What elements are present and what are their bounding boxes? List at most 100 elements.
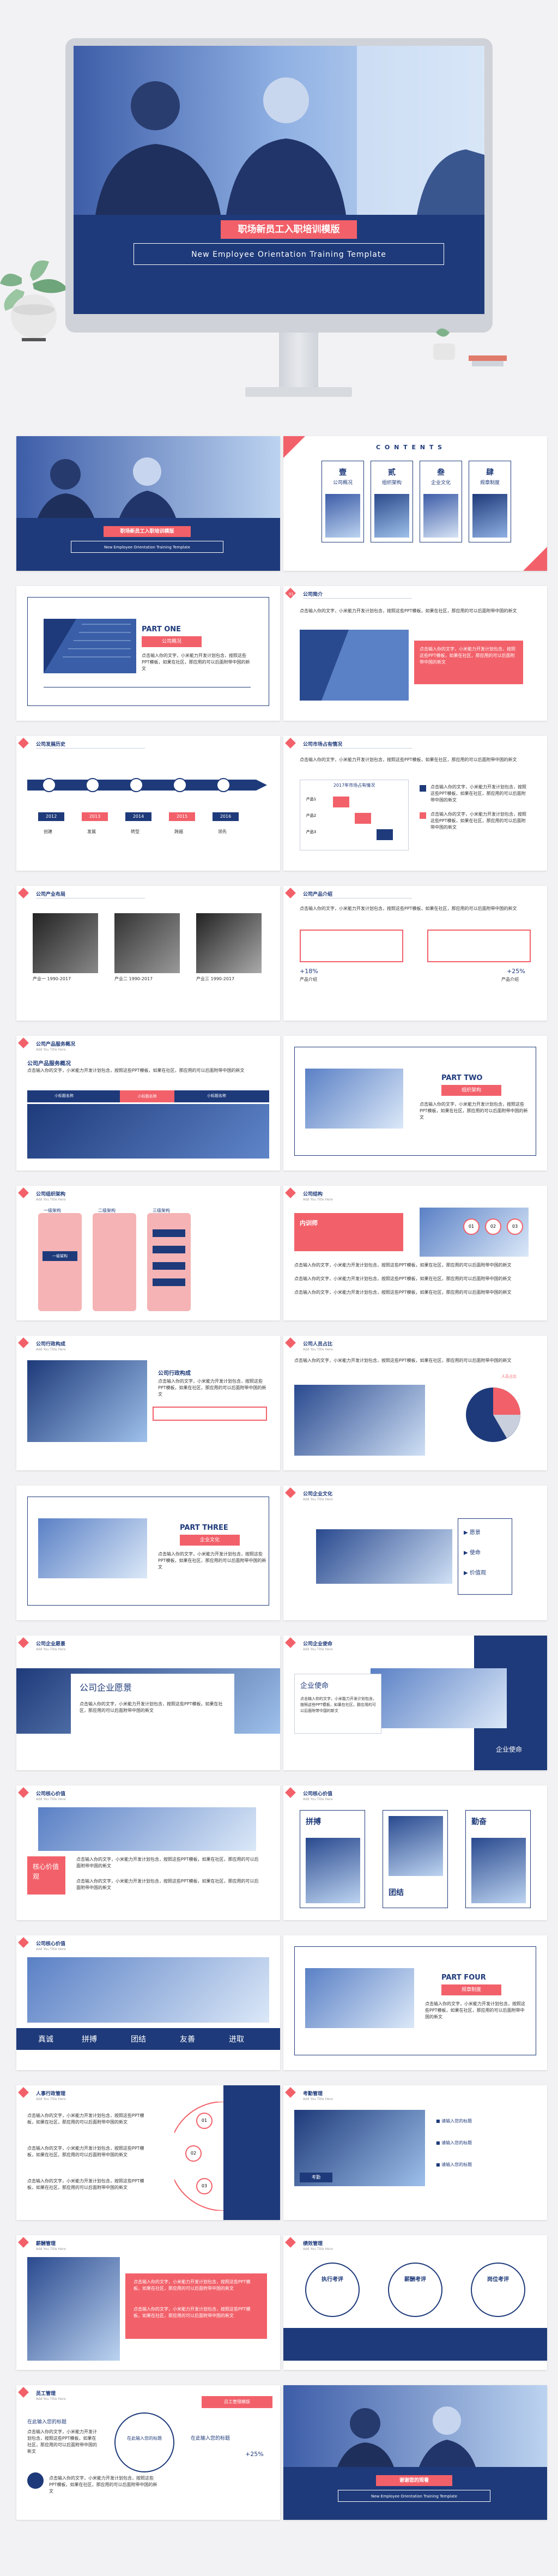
staff-dot — [27, 2472, 44, 2489]
org-box[interactable] — [153, 1246, 185, 1253]
hr-body: 点击输入你的文字，小米能力开发计划包含，按照这些PPT模板，如果在社区，那应用的… — [27, 2179, 144, 2190]
contents-item[interactable]: 肆 规章制度 — [469, 461, 511, 542]
title-underline — [303, 598, 412, 599]
ratio-photo — [294, 1385, 425, 1456]
timeline-bar — [27, 778, 267, 792]
value-card: 勤奋 — [465, 1810, 531, 1908]
table-title: 2017年市场占有情况 — [333, 783, 375, 788]
slide-staff-ratio: 公司人员占比 Add You Title Here 人员占比 点击输入你的文字，… — [283, 1336, 547, 1470]
slide-title: 公司核心价值 — [303, 1791, 333, 1797]
diamond-icon — [285, 888, 296, 898]
table-row-label: 产品1 — [306, 797, 317, 801]
mission-body: 点击输入你的文字，小米能力开发计划包含，按照这些PPT模板，如果在社区，那应用的… — [300, 1697, 377, 1713]
value-photo — [389, 1816, 443, 1876]
contents-decoration — [283, 436, 547, 571]
culture-item: ▶ 价值观 — [464, 1570, 486, 1576]
market-note: 点击输入你的文字，小米能力开发计划包含，按照这些PPT模板，如果在社区，那应用的… — [430, 812, 526, 830]
milestone-label: 创建 — [44, 829, 52, 834]
product-caption: 产品介绍 — [300, 977, 317, 982]
service-tab[interactable]: 小标题名称 — [120, 1090, 174, 1102]
hr-arc — [174, 2102, 224, 2211]
diamond-icon — [18, 2237, 29, 2248]
product-caption: 产品介绍 — [501, 977, 519, 982]
part-title: 规章制度 — [441, 1984, 501, 1995]
org-column-title: 一级架构 — [44, 1208, 61, 1213]
monitor-mockup: 职场新员工入职培训模版 New Employee Orientation Tra… — [65, 38, 493, 397]
trainer-box: 内训师 — [294, 1213, 403, 1251]
step-circle: 03 — [196, 2178, 213, 2194]
slide-contents: C O N T E N T S 壹 公司概况 贰 组织架构 叁 企业文化 肆 规… — [283, 436, 547, 571]
slide-salary: 薪酬管理 Add You Title Here 点击输入你的文字，小米能力开发计… — [16, 2235, 280, 2370]
value-body: 点击输入你的文字，小米能力开发计划包含，按照这些PPT模板，如果在社区，那应用的… — [76, 1857, 259, 1868]
org-box[interactable] — [153, 1278, 185, 1286]
market-table: 2017年市场占有情况 产品1 产品2 产品3 — [300, 780, 409, 850]
part-body: 点击输入你的文字，小米能力开发计划包含，按照这些PPT模板，如果在社区，那应用的… — [142, 653, 250, 671]
admin-body: 点击输入你的文字，小米能力开发计划包含，按照这些PPT模板，如果在社区，那应用的… — [158, 1379, 266, 1397]
step-circle: 03 — [507, 1218, 523, 1235]
product-card — [300, 930, 403, 962]
performance-label: 薪酬考评 — [404, 2277, 426, 2283]
diamond-icon — [285, 2087, 296, 2098]
org-column — [38, 1213, 82, 1311]
org-box[interactable] — [153, 1262, 185, 1270]
timeline-years: 2012 2013 2014 2015 2016 — [38, 812, 256, 823]
contents-item[interactable]: 叁 企业文化 — [420, 461, 462, 542]
vision-body: 点击输入你的文字，小米能力开发计划包含，按照这些PPT模板，如果在社区，那应用的… — [80, 1702, 223, 1713]
slide-core-value-c: 公司核心价值 Add You Title Here 真诚 拼搏 团结 友善 进取 — [16, 1935, 280, 2070]
org-box[interactable] — [153, 1229, 185, 1237]
contents-item[interactable]: 壹 公司概况 — [322, 461, 364, 542]
contents-num: 叁 — [437, 468, 445, 477]
monitor-screen: 职场新员工入职培训模版 New Employee Orientation Tra… — [74, 46, 484, 314]
building-photo — [300, 630, 409, 701]
contents-num: 肆 — [486, 468, 494, 477]
slide-title: 公司产业布局 — [36, 892, 66, 897]
diamond-icon — [18, 1787, 29, 1798]
slide-title: 公司简介 — [303, 592, 323, 598]
value-word: 团结 — [389, 1889, 404, 1897]
diamond-icon — [18, 1337, 29, 1348]
thanks-title: 谢谢您的观看 — [376, 2475, 452, 2486]
org-box[interactable]: 一级架构 — [43, 1251, 77, 1261]
staff-body: 点击输入你的文字，小米能力开发计划包含，按照这些PPT模板，如果在社区，那应用的… — [27, 2429, 97, 2454]
milestone-label: 跨越 — [174, 829, 183, 834]
part-body: 点击输入你的文字，小米能力开发计划包含，按照这些PPT模板，如果在社区，那应用的… — [425, 2001, 525, 2019]
diamond-icon — [285, 1637, 296, 1648]
contents-label: 公司概况 — [332, 480, 353, 486]
diamond-icon — [285, 1337, 296, 1348]
diamond-icon: 01 — [285, 588, 296, 599]
slide-vision: 公司企业愿景 Add You Title Here 公司企业愿景 点击输入你的文… — [16, 1636, 280, 1770]
hr-body: 点击输入你的文字，小米能力开发计划包含，按照这些PPT模板，如果在社区，那应用的… — [27, 2113, 144, 2125]
value-box: 核心价值观 — [27, 1856, 65, 1895]
hero-subtitle: New Employee Orientation Training Templa… — [134, 243, 444, 265]
slide-frame — [294, 1946, 536, 2055]
service-tabs: 小标题名称 小标题名称 小标题名称 — [27, 1090, 269, 1102]
structure-bullet: 点击输入你的文字，小米能力开发计划包含，按照这些PPT模板，如果在社区，那应用的… — [294, 1276, 512, 1281]
slide-subtitle: Add You Title Here — [303, 2097, 333, 2101]
business-people-photo — [74, 46, 484, 215]
slide-title: 公司组织架构 — [36, 1192, 66, 1197]
hero-section: 58PIC — [0, 0, 558, 428]
contents-label: 组织架构 — [381, 480, 402, 486]
performance-label: 岗位考评 — [487, 2277, 509, 2283]
table-cell — [355, 813, 371, 824]
product-card — [427, 930, 531, 962]
service-tab[interactable]: 小标题名称 — [207, 1094, 226, 1098]
diamond-icon — [18, 1937, 29, 1948]
service-tab[interactable]: 小标题名称 — [54, 1094, 74, 1098]
culture-item: ▶ 愿景 — [464, 1530, 481, 1536]
diamond-icon — [18, 1037, 29, 1048]
slide-org-structure: 公司组织架构 Add You Title Here 一级架构 二级架构 三级架构… — [16, 1186, 280, 1320]
slide-title: 公司结构 — [303, 1192, 323, 1197]
plant-decoration — [0, 260, 68, 341]
salary-photo — [27, 2257, 120, 2361]
part-label: PART TWO — [441, 1074, 483, 1082]
slide-title: 公司行政构成 — [36, 1342, 66, 1347]
staff-percent: +25% — [245, 2451, 264, 2458]
value-photo — [306, 1838, 360, 1903]
contents-item[interactable]: 贰 组织架构 — [371, 461, 413, 542]
slide-history: 公司发展历史 2012 2013 2014 2015 2016 创建 发展 转型… — [16, 736, 280, 871]
part-label: PART ONE — [142, 625, 181, 634]
legend-swatch — [420, 785, 426, 792]
slide-subtitle: Add You Title Here — [36, 1797, 66, 1801]
slide-hr-admin: 人事行政管理 Add You Title Here 点击输入你的文字，小米能力开… — [16, 2085, 280, 2220]
